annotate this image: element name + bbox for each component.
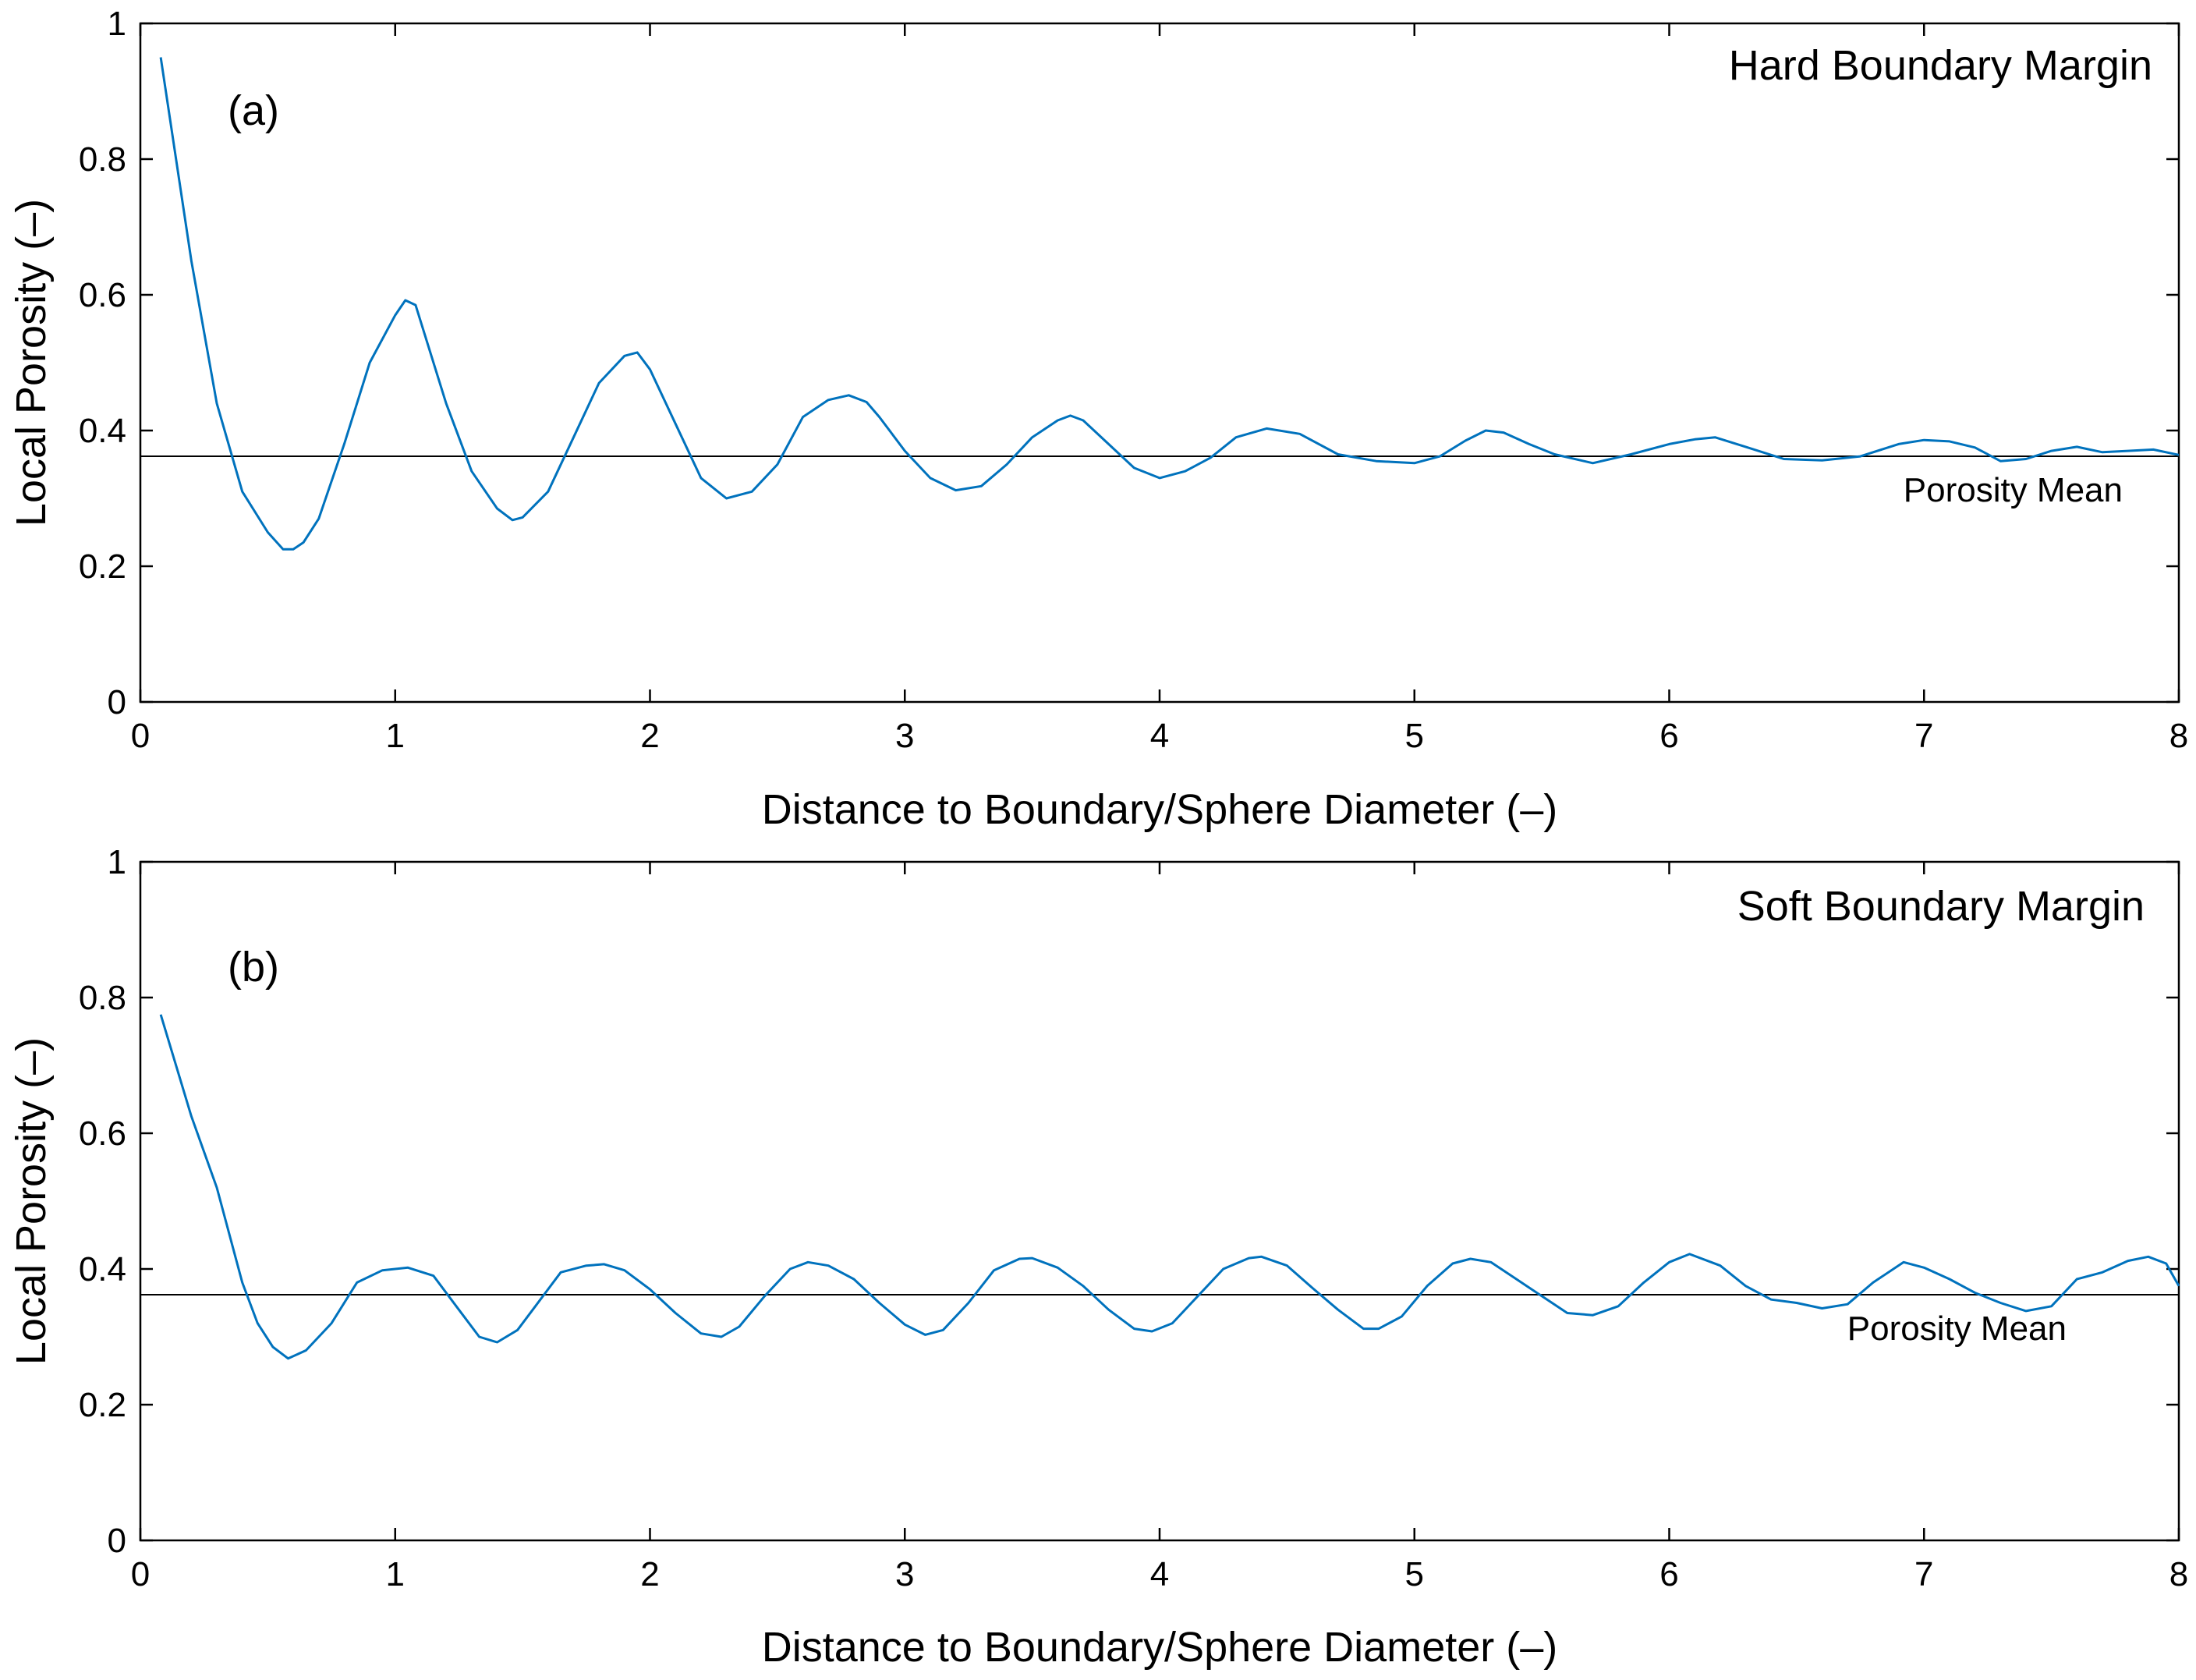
- panel-b-y-tick-label: 0.8: [79, 979, 126, 1017]
- panel-b-x-tick-label: 5: [1405, 1555, 1424, 1593]
- panel-b-x-tick-label: 4: [1150, 1555, 1169, 1593]
- panel-b-x-tick-label: 6: [1659, 1555, 1678, 1593]
- panel-a-y-tick-label: 1: [108, 5, 126, 43]
- panel-a-x-tick-label: 7: [1914, 717, 1933, 755]
- panel-b-y-tick-label: 0.4: [79, 1250, 126, 1288]
- panel-a-x-tick-label: 0: [131, 717, 150, 755]
- panel-b-soft-boundary: 0 1 2 3 4 5 6 7 8 0 0.2 0.4 0.6 0.8 1 (b) Soft Boundar…: [8, 843, 2188, 1671]
- panel-b-y-tick-label: 1: [108, 843, 126, 881]
- panel-b-x-tick-label: 7: [1914, 1555, 1933, 1593]
- panel-a-x-tick-label: 6: [1659, 717, 1678, 755]
- panel-a-y-tick-label: 0.4: [79, 412, 126, 450]
- panel-a-x-tick-label: 8: [2169, 717, 2188, 755]
- panel-a-x-tick-label: 5: [1405, 717, 1424, 755]
- panel-a-porosity-series: [159, 57, 2180, 551]
- panel-a-tick-labels: 0 1 2 3 4 5 6 7 8 0 0.2 0.4 0.6 0.8 1: [79, 5, 2188, 755]
- panel-a-y-tick-label: 0.2: [79, 548, 126, 586]
- panel-b-ticks: [139, 860, 2180, 1542]
- panel-a-y-tick-label: 0: [108, 683, 126, 721]
- panel-a-x-tick-label: 3: [895, 717, 914, 755]
- panel-a-porosity-mean-label: Porosity Mean: [1904, 471, 2123, 509]
- panel-a-hard-boundary: 0 1 2 3 4 5 6 7 8 0 0.2 0.4 0.6 0.8 1 (a) Hard Boundar…: [8, 5, 2188, 833]
- panel-a-y-tick-label: 0.6: [79, 276, 126, 314]
- panel-a-y-tick-label: 0.8: [79, 140, 126, 179]
- panel-b-x-tick-label: 0: [131, 1555, 150, 1593]
- panel-b-y-tick-label: 0.2: [79, 1386, 126, 1424]
- panel-b-x-tick-label: 2: [640, 1555, 659, 1593]
- panel-b-annotation-title: Soft Boundary Margin: [1737, 883, 2145, 930]
- panel-a-ticks: [139, 22, 2180, 704]
- panel-b-y-tick-label: 0.6: [79, 1115, 126, 1153]
- panel-b-y-axis-title: Local Porosity (–): [8, 1037, 55, 1365]
- panel-b-tick-labels: 0 1 2 3 4 5 6 7 8 0 0.2 0.4 0.6 0.8 1: [79, 843, 2188, 1593]
- panel-a-label: (a): [228, 87, 279, 134]
- panel-b-y-tick-label: 0: [108, 1522, 126, 1560]
- panel-b-x-tick-label: 8: [2169, 1555, 2188, 1593]
- panel-b-label: (b): [228, 944, 279, 991]
- panel-b-x-tick-label: 1: [386, 1555, 405, 1593]
- panel-a-x-tick-label: 1: [386, 717, 405, 755]
- panel-b-porosity-mean-label: Porosity Mean: [1847, 1310, 2067, 1348]
- panel-a-x-tick-label: 4: [1150, 717, 1169, 755]
- panel-a-x-tick-label: 2: [640, 717, 659, 755]
- panel-b-x-tick-label: 3: [895, 1555, 914, 1593]
- panel-b-porosity-series: [159, 1014, 2180, 1360]
- panel-a-y-axis-title: Local Porosity (–): [8, 199, 55, 526]
- panel-b-x-axis-title: Distance to Boundary/Sphere Diameter (–): [762, 1624, 1558, 1671]
- panel-a-x-axis-title: Distance to Boundary/Sphere Diameter (–): [762, 786, 1558, 833]
- panel-a-annotation-title: Hard Boundary Margin: [1729, 42, 2152, 89]
